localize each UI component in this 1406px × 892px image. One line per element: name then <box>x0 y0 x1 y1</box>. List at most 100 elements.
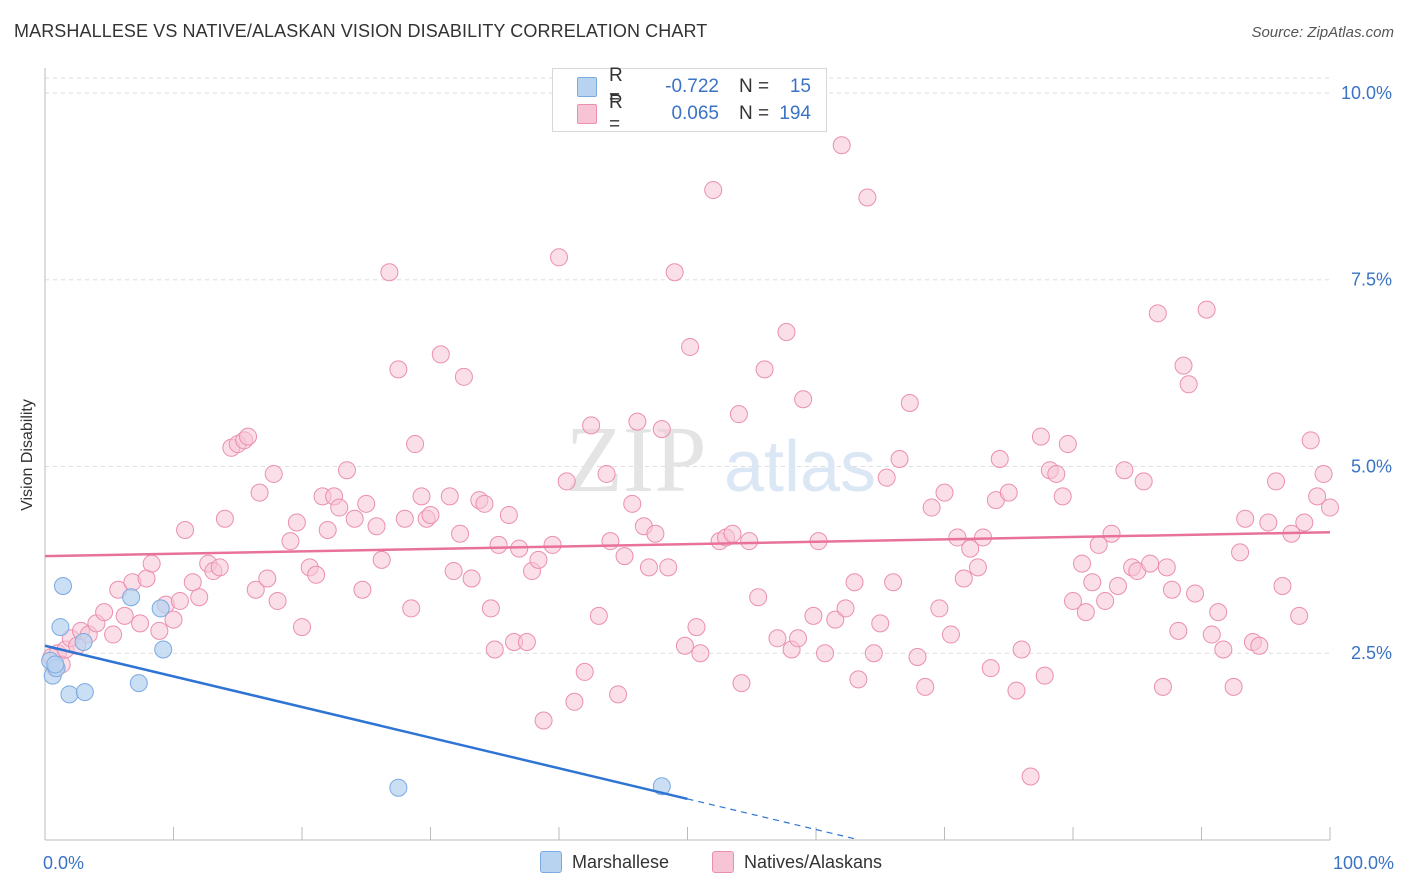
marshallese-point <box>122 588 141 607</box>
natives-alaskans-point <box>1076 603 1095 622</box>
natives-alaskans-point <box>239 427 258 446</box>
natives-alaskans-point <box>529 550 548 569</box>
natives-alaskans-trend-line <box>44 530 1331 558</box>
natives-alaskans-point <box>345 509 364 528</box>
natives-alaskans-point <box>412 487 431 506</box>
natives-alaskans-point <box>372 550 391 569</box>
natives-alaskans-point <box>1102 524 1121 543</box>
natives-alaskans-point <box>723 524 742 543</box>
marshallese-point <box>46 655 65 674</box>
natives-alaskans-point <box>1314 464 1333 483</box>
natives-alaskans-point <box>357 494 376 513</box>
natives-alaskans-point <box>691 644 710 663</box>
y-tick-label: 2.5% <box>1351 643 1392 663</box>
natives-alaskans-point <box>164 610 183 629</box>
natives-alaskans-point <box>190 588 209 607</box>
natives-alaskans-point <box>687 618 706 637</box>
marshallese-points <box>41 577 671 797</box>
natives-alaskans-point <box>804 606 823 625</box>
natives-alaskans-point <box>489 535 508 554</box>
y-tick-label: 5.0% <box>1351 456 1392 476</box>
natives-alaskans-point <box>258 569 277 588</box>
natives-alaskans-point <box>740 532 759 551</box>
natives-alaskans-point <box>597 464 616 483</box>
natives-alaskans-point <box>1083 573 1102 592</box>
natives-alaskans-point <box>150 621 169 640</box>
natives-alaskans-point <box>517 633 536 652</box>
watermark-atlas: atlas <box>724 427 876 507</box>
natives-alaskans-point <box>557 472 576 491</box>
natives-alaskans-point <box>1012 640 1031 659</box>
natives-alaskans-point <box>170 591 189 610</box>
natives-alaskans-point <box>582 416 601 435</box>
natives-alaskans-point <box>367 517 386 536</box>
legend-r-label: R = <box>609 65 623 108</box>
natives-alaskans-point <box>1308 487 1327 506</box>
natives-alaskans-point <box>954 569 973 588</box>
natives-alaskans-point <box>565 692 584 711</box>
natives-alaskans-point <box>1179 375 1198 394</box>
trend-lines <box>44 530 1331 840</box>
natives-alaskans-point <box>755 360 774 379</box>
natives-alaskans-point <box>1021 767 1040 786</box>
natives-alaskans-point <box>499 506 518 525</box>
natives-alaskans-point <box>176 520 195 539</box>
natives-alaskans-point <box>131 614 150 633</box>
natives-alaskans-point <box>884 573 903 592</box>
natives-alaskans-point <box>601 532 620 551</box>
natives-alaskans-point <box>330 498 349 517</box>
natives-alaskans-point <box>1134 472 1153 491</box>
natives-alaskans-point <box>1064 591 1082 610</box>
legend-swatch-blue <box>577 77 597 97</box>
natives-alaskans-point <box>948 528 967 547</box>
natives-alaskans-point <box>609 685 628 704</box>
natives-alaskans-point <box>1169 621 1188 640</box>
natives-alaskans-point <box>1007 681 1026 700</box>
natives-alaskans-point <box>768 629 787 648</box>
marshallese-point <box>75 683 94 702</box>
bottom-legend-natives: Natives/Alaskans <box>712 851 882 873</box>
natives-alaskans-point <box>832 136 851 155</box>
natives-alaskans-point <box>815 644 834 663</box>
natives-alaskans-point <box>575 662 594 681</box>
natives-alaskans-point <box>402 599 421 618</box>
natives-alaskans-point <box>1108 577 1127 595</box>
natives-alaskans-point <box>900 393 919 412</box>
bottom-legend-label: Natives/Alaskans <box>744 851 883 872</box>
natives-alaskans-point <box>652 420 671 439</box>
natives-alaskans-point <box>990 450 1009 468</box>
natives-alaskans-point <box>1096 591 1115 610</box>
natives-alaskans-point <box>395 509 414 528</box>
legend-n-label: N = <box>739 76 770 97</box>
natives-alaskans-point <box>1224 677 1243 696</box>
natives-alaskans-point <box>1321 498 1339 517</box>
natives-alaskans-point <box>1148 304 1167 323</box>
natives-alaskans-point <box>981 659 1000 678</box>
natives-alaskans-point <box>845 573 864 592</box>
y-tick-label: 10.0% <box>1341 83 1392 103</box>
legend-r-label: R = <box>609 92 623 135</box>
bottom-legend-swatch-blue <box>540 851 562 873</box>
natives-alaskans-point <box>749 588 768 607</box>
natives-alaskans-point <box>444 562 463 581</box>
correlation-legend: R = -0.722 N = 15 R = 0.065 N = 194 <box>552 65 827 135</box>
natives-alaskans-point <box>1209 603 1228 622</box>
natives-alaskans-point <box>389 360 408 379</box>
marshallese-point <box>389 778 408 797</box>
natives-alaskans-point <box>353 580 372 599</box>
natives-alaskans-point <box>485 640 504 659</box>
tick-labels: 2.5% 5.0% 7.5% 10.0% 0.0% 100.0% <box>43 83 1394 873</box>
natives-alaskans-point <box>968 558 987 577</box>
marshallese-point <box>74 633 93 652</box>
natives-alaskans-point <box>380 263 399 282</box>
natives-alaskans-point <box>1031 427 1050 446</box>
natives-alaskans-point <box>1047 464 1066 483</box>
natives-alaskans-point <box>864 644 883 663</box>
natives-alaskans-point <box>877 468 896 487</box>
natives-alaskans-point <box>307 565 326 584</box>
natives-alaskans-point <box>916 677 935 696</box>
natives-alaskans-point <box>421 506 440 525</box>
natives-alaskans-point <box>264 464 283 483</box>
legend-n-value: 15 <box>789 76 811 97</box>
